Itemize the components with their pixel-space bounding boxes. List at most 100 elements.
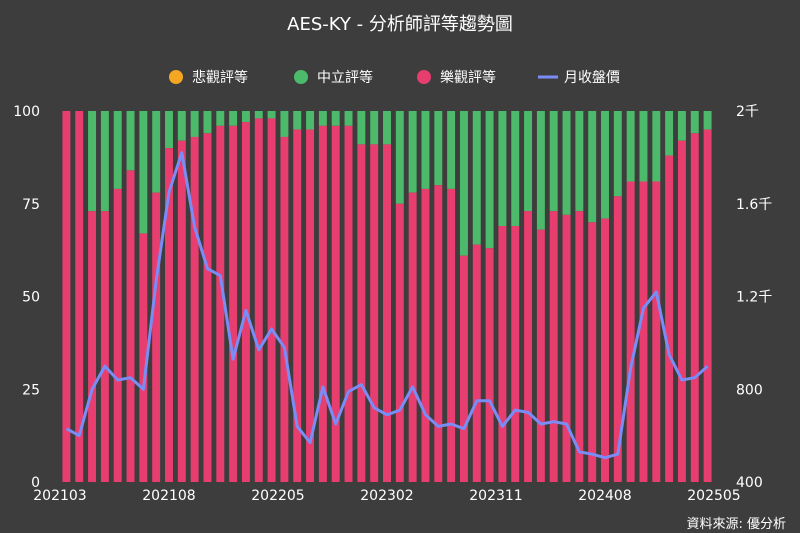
bar-optimistic-36 [524,211,533,483]
bar-optimistic-33 [485,248,494,482]
bar-optimistic-4 [113,188,122,482]
bar-optimistic-11 [203,133,212,482]
bar-optimistic-25 [383,144,391,482]
bar-optimistic-41 [588,222,597,483]
bar-neutral-26 [395,111,404,204]
bar-optimistic-20 [318,125,327,482]
y-left-tick-4: 100 [13,104,40,120]
bar-optimistic-5 [126,170,135,483]
bar-neutral-3 [100,111,109,212]
y-left-tick-2: 50 [22,290,40,306]
axes: 0 25 50 75 100 400 800 1.2千 1.6千 2千 202103 202108 20… [13,104,772,504]
legend-marker-0 [169,70,183,84]
bar-neutral-11 [203,111,212,134]
bar-optimistic-37 [536,229,545,482]
bar-optimistic-43 [613,196,622,482]
bar-optimistic-22 [344,125,353,482]
bar-optimistic-24 [370,144,379,482]
bar-optimistic-13 [229,125,238,482]
bar-optimistic-15 [254,118,263,483]
bar-neutral-47 [665,111,674,156]
y-right-tick-2: 1.2千 [736,290,772,306]
bar-neutral-39 [562,111,571,215]
bar-optimistic-26 [395,203,404,482]
bar-neutral-50 [703,111,712,130]
bar-optimistic-10 [190,136,199,482]
bar-neutral-20 [318,111,327,126]
bar-neutral-10 [190,111,199,137]
bar-neutral-40 [575,111,584,212]
bar-optimistic-8 [165,148,173,482]
y-left-tick-0: 0 [31,475,40,491]
price-line [65,151,709,460]
bar-optimistic-39 [562,214,571,482]
x-tick-5: 202408 [578,488,631,504]
legend-label-2: 樂觀評等 [440,69,496,86]
bar-optimistic-35 [511,226,520,482]
x-tick-2: 202205 [251,488,304,504]
bar-neutral-23 [357,111,366,145]
x-tick-0: 202103 [33,488,86,504]
bar-neutral-31 [459,111,468,256]
bar-optimistic-14 [241,122,250,482]
bar-neutral-41 [588,111,597,223]
bar-neutral-48 [677,111,686,141]
bars [62,111,712,483]
bar-neutral-5 [126,111,135,171]
bar-neutral-14 [241,111,250,123]
bar-optimistic-7 [152,192,161,482]
source-note: 資料來源: 優分析 [686,517,786,532]
bar-neutral-9 [177,111,186,141]
bar-optimistic-18 [293,129,302,483]
bar-optimistic-21 [331,125,340,482]
x-tick-1: 202108 [142,488,195,504]
bar-optimistic-23 [357,144,366,482]
y-left-tick-3: 75 [22,197,40,213]
x-tick-3: 202302 [360,488,413,504]
bar-neutral-21 [331,111,340,126]
bar-optimistic-9 [177,140,186,482]
bar-neutral-17 [280,111,289,137]
bar-optimistic-42 [601,218,609,482]
bar-neutral-44 [626,111,635,182]
bar-optimistic-44 [626,181,635,483]
bar-optimistic-3 [100,211,109,483]
bar-optimistic-16 [267,118,276,483]
bar-neutral-15 [254,111,263,119]
y-left-tick-1: 25 [22,382,40,398]
bar-optimistic-40 [575,211,584,483]
bar-neutral-13 [229,111,238,126]
bar-optimistic-29 [434,185,443,482]
bar-optimistic-46 [652,181,661,483]
bar-neutral-18 [293,111,302,130]
bar-optimistic-49 [690,133,699,482]
bar-neutral-37 [536,111,545,230]
bar-optimistic-48 [677,140,686,482]
bar-neutral-22 [344,111,353,126]
bar-optimistic-45 [639,181,648,483]
bar-neutral-2 [88,111,97,212]
bar-optimistic-38 [549,211,558,483]
legend: 悲觀評等 中立評等 樂觀評等 月收盤價 [169,69,620,86]
bar-neutral-34 [498,111,507,227]
bar-optimistic-30 [447,188,456,482]
bar-neutral-7 [152,111,161,193]
bar-neutral-38 [549,111,558,212]
bar-neutral-25 [383,111,391,145]
bar-neutral-27 [408,111,417,193]
y-right-tick-4: 2千 [736,104,759,120]
bar-optimistic-32 [472,244,481,482]
x-tick-6: 202505 [687,488,740,504]
bar-optimistic-50 [703,129,712,483]
x-tick-4: 202311 [469,488,522,504]
bar-optimistic-0 [62,111,71,482]
bar-neutral-49 [690,111,699,134]
legend-marker-2 [417,70,431,84]
chart-title: AES-KY - 分析師評等趨勢圖 [287,14,513,35]
bar-neutral-42 [601,111,609,219]
legend-marker-1 [294,70,308,84]
bar-neutral-4 [113,111,122,189]
bar-neutral-16 [267,111,276,119]
y-right-tick-1: 800 [736,382,763,398]
bar-optimistic-27 [408,192,417,482]
